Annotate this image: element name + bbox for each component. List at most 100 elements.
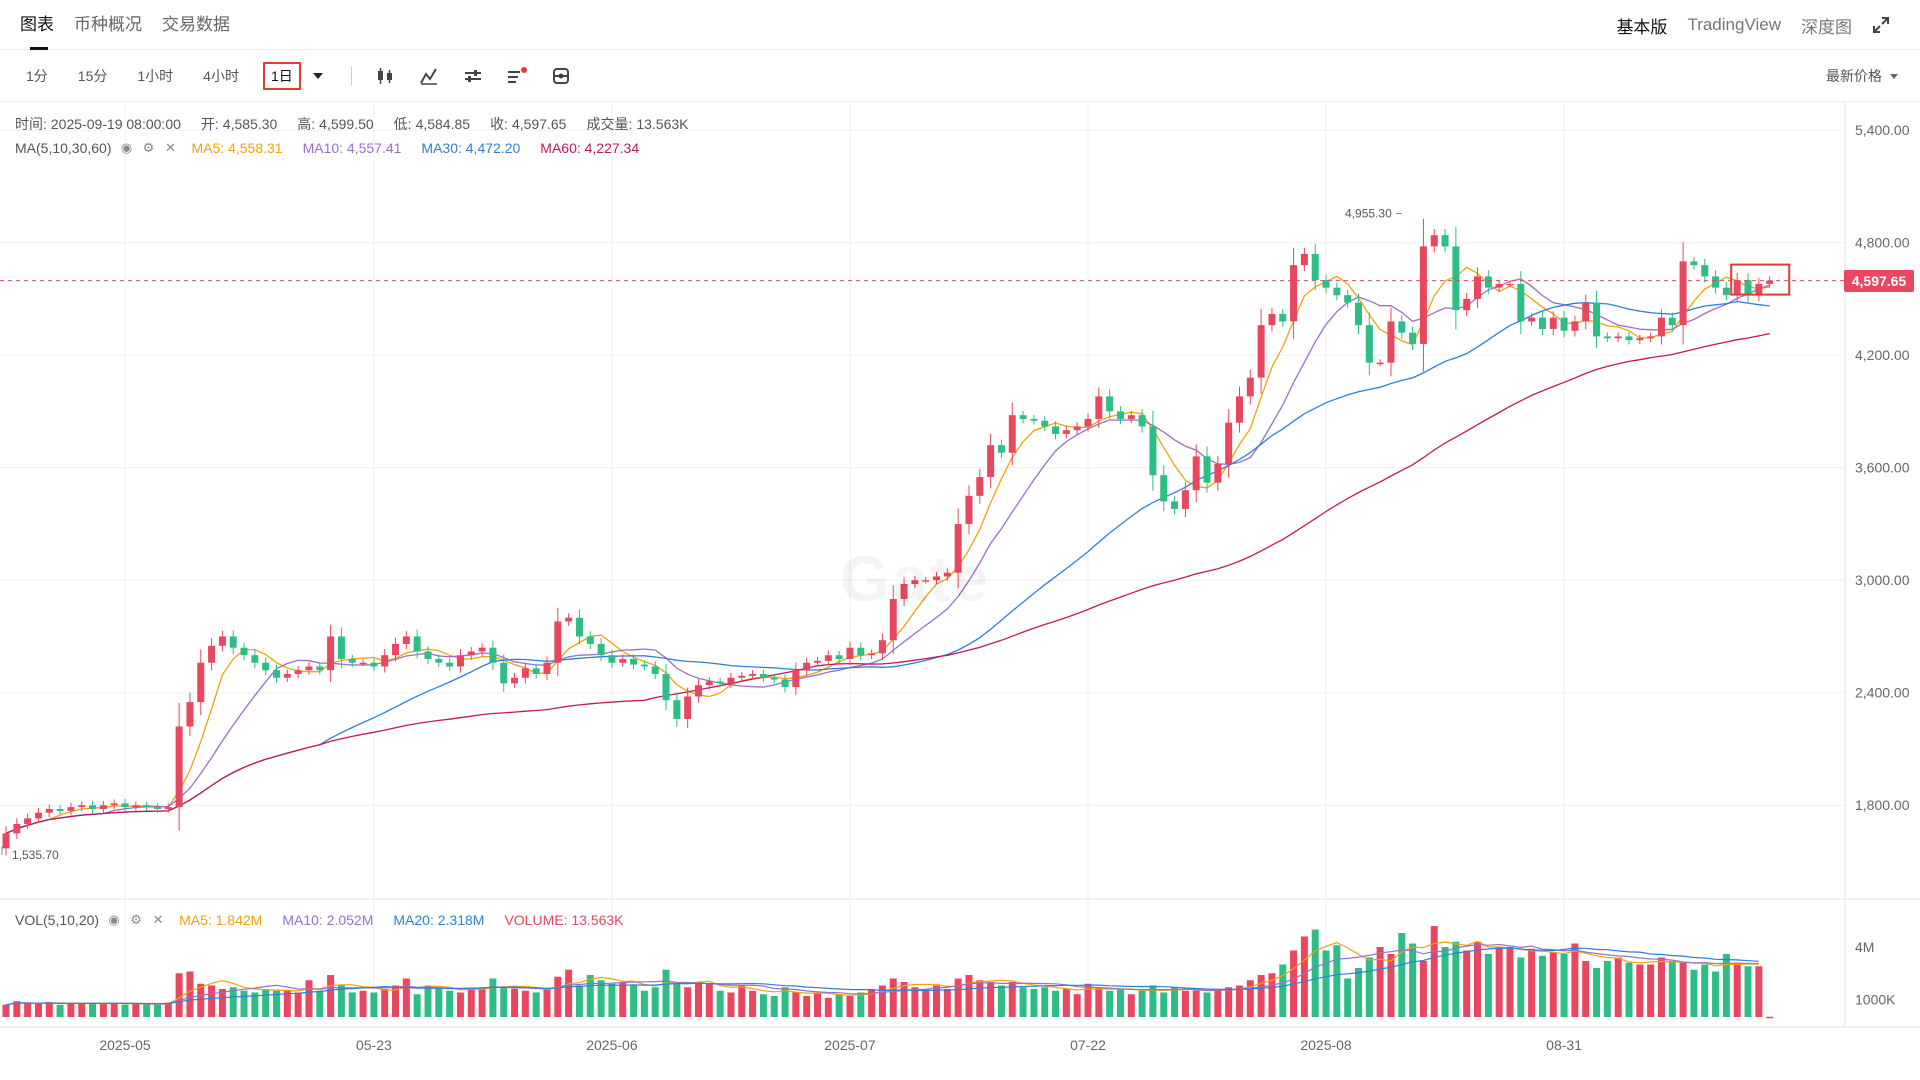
open-label: 开: <box>200 116 219 132</box>
settings-icon[interactable]: ⚙ <box>142 140 155 155</box>
volume-bar <box>1235 985 1243 1017</box>
candle-body <box>1722 287 1730 296</box>
candle-body <box>1668 317 1676 326</box>
eye-icon[interactable]: ◉ <box>120 140 133 155</box>
candle-body <box>543 662 551 674</box>
candle-body <box>911 580 919 584</box>
interval-1m[interactable]: 1分 <box>26 68 48 84</box>
interval-1d[interactable]: 1日 <box>262 62 301 90</box>
settings-icon[interactable]: ⚙ <box>130 912 142 927</box>
candle-body <box>1127 415 1135 419</box>
candle-body <box>673 700 681 719</box>
volume-bar <box>1322 950 1330 1017</box>
kline-chart[interactable]: 2025-05 05-23 2025-06 2025-07 07-22 2025-08 08… <box>0 102 1920 1080</box>
candle-body <box>575 617 583 637</box>
interval-4h[interactable]: 4小时 <box>203 68 239 84</box>
max-price-annotation: 4,955.30 <box>1345 207 1392 221</box>
low-label: 低: <box>393 116 412 132</box>
volume-bar <box>846 996 854 1017</box>
price-type-label: 最新价格 <box>1826 68 1882 84</box>
view-depth[interactable]: 深度图 <box>1801 17 1852 37</box>
volume-bar <box>110 1003 118 1017</box>
candle-body <box>1030 418 1038 421</box>
volume-bar <box>1409 943 1417 1017</box>
volume-bar <box>1517 957 1525 1017</box>
view-basic[interactable]: 基本版 <box>1616 17 1668 37</box>
time-value: 2025-09-19 08:00:00 <box>50 116 181 132</box>
interval-1h[interactable]: 1小时 <box>137 68 174 84</box>
close-icon[interactable]: ✕ <box>165 140 176 155</box>
volume-bar <box>1474 941 1482 1017</box>
tab-coin-overview[interactable]: 币种概况 <box>74 15 142 34</box>
candle-body <box>1549 317 1557 329</box>
vol-legend-name: VOL(5,10,20) <box>15 912 100 928</box>
candle-body <box>738 675 746 678</box>
candle-body <box>370 662 378 667</box>
volume-bar <box>2 1004 10 1017</box>
chart-area[interactable]: 2025-05 05-23 2025-06 2025-07 07-22 2025-08 08… <box>0 102 1920 1080</box>
candle-body <box>305 666 313 671</box>
candle-body <box>175 726 183 808</box>
vol-legend: VOL(5,10,20) ◉ ⚙ ✕ MA5: 1.842M MA10: 2.0… <box>15 912 644 928</box>
candle-body <box>1625 336 1633 341</box>
candle-body <box>565 617 573 622</box>
price-axis-tick-label: 1,800.00 <box>1855 797 1910 813</box>
volume-bar <box>1214 989 1222 1017</box>
tab-chart[interactable]: 图表 <box>20 0 54 50</box>
x-axis-tick-label: 05-23 <box>356 1037 392 1053</box>
candle-body <box>218 636 226 646</box>
volume-bar <box>922 989 930 1017</box>
indicator-icon[interactable] <box>418 65 440 87</box>
chart-settings-icon[interactable] <box>462 65 484 87</box>
candle-body <box>1008 415 1016 453</box>
candle-body <box>1246 377 1254 397</box>
interval-15m[interactable]: 15分 <box>77 68 108 84</box>
candlestick-type-icon[interactable] <box>374 65 396 87</box>
volume-bar <box>749 990 757 1017</box>
candle-body <box>1084 418 1092 427</box>
volume-bar <box>1549 952 1557 1017</box>
volume-bar <box>1387 954 1395 1017</box>
vol-ma5-value: MA5: 1.842M <box>179 912 263 928</box>
view-tradingview[interactable]: TradingView <box>1687 15 1781 34</box>
candle-body <box>435 658 443 663</box>
candle-body <box>99 805 107 809</box>
fullscreen-icon[interactable] <box>1872 16 1890 34</box>
candle-body <box>1409 332 1417 344</box>
candle-body <box>933 576 941 581</box>
candle-body <box>1333 287 1341 296</box>
volume-bar <box>240 990 248 1017</box>
candle-body <box>1192 456 1200 491</box>
volume-bar <box>1733 962 1741 1017</box>
eye-icon[interactable]: ◉ <box>108 912 120 927</box>
candle-body <box>878 640 886 654</box>
candle-body <box>868 653 876 656</box>
volume-bar <box>1430 926 1438 1017</box>
tab-trading-data[interactable]: 交易数据 <box>162 15 230 34</box>
candle-body <box>446 662 454 667</box>
x-axis-tick-label: 2025-07 <box>824 1037 876 1053</box>
volume-bar <box>132 1003 140 1017</box>
volume-bar <box>1355 968 1362 1017</box>
volume-bar <box>294 992 302 1017</box>
candle-body <box>1701 265 1709 277</box>
candle-body <box>208 645 216 663</box>
volume-bar <box>814 992 821 1017</box>
ma5-value: MA5: 4,558.31 <box>191 140 283 156</box>
interval-dropdown-caret-icon[interactable] <box>312 73 323 79</box>
volume-bar <box>1376 947 1384 1017</box>
candle-body <box>467 651 475 656</box>
volume-bar <box>316 990 324 1017</box>
price-type-select[interactable]: 最新价格 <box>1826 50 1898 102</box>
candle-body <box>1290 265 1298 322</box>
volume-bar <box>987 982 995 1017</box>
drawing-tools-icon[interactable] <box>550 65 572 87</box>
close-icon[interactable]: ✕ <box>152 912 164 927</box>
high-label: 高: <box>297 116 316 132</box>
candle-body <box>705 681 713 686</box>
candle-body <box>294 670 302 674</box>
order-list-icon[interactable] <box>506 65 528 87</box>
x-axis-tick-label: 2025-06 <box>586 1037 638 1053</box>
volume-bar <box>1008 982 1016 1017</box>
candle-body <box>273 670 280 678</box>
